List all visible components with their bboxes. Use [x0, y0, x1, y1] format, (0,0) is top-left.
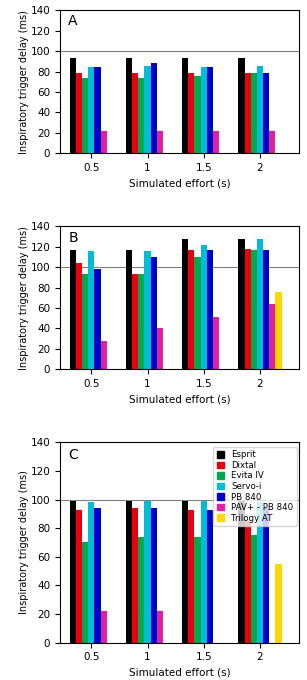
Bar — [257, 67, 263, 153]
Bar — [88, 503, 95, 643]
Bar — [76, 509, 82, 643]
Bar — [207, 250, 213, 369]
Bar — [188, 73, 195, 153]
Bar — [207, 509, 213, 643]
Bar — [195, 537, 201, 643]
Bar — [76, 263, 82, 369]
Bar — [201, 501, 207, 643]
Bar — [257, 503, 263, 643]
Bar — [132, 73, 138, 153]
Bar — [188, 509, 195, 643]
Bar — [138, 274, 145, 369]
Text: B: B — [68, 231, 78, 245]
Bar — [126, 250, 132, 369]
Bar — [88, 251, 95, 369]
Text: A: A — [68, 14, 78, 29]
Bar — [238, 501, 244, 643]
Bar — [269, 304, 275, 369]
Bar — [188, 250, 195, 369]
Bar — [145, 501, 151, 643]
Bar — [82, 543, 88, 643]
Bar — [275, 292, 282, 369]
Bar — [238, 239, 244, 369]
Bar — [70, 501, 76, 643]
Text: C: C — [68, 448, 78, 462]
Bar — [251, 535, 257, 643]
Bar — [182, 239, 188, 369]
Bar — [151, 63, 157, 153]
Bar — [101, 131, 107, 153]
Bar — [269, 131, 275, 153]
X-axis label: Simulated effort (s): Simulated effort (s) — [129, 394, 231, 405]
Bar — [195, 257, 201, 369]
Bar — [244, 521, 251, 643]
Bar — [145, 251, 151, 369]
Bar — [251, 250, 257, 369]
Bar — [238, 58, 244, 153]
Bar — [138, 537, 145, 643]
Bar — [201, 245, 207, 369]
Bar — [132, 508, 138, 643]
Bar — [70, 58, 76, 153]
Bar — [151, 257, 157, 369]
Bar — [82, 78, 88, 153]
Bar — [244, 73, 251, 153]
Bar — [88, 67, 95, 153]
Bar — [251, 73, 257, 153]
Bar — [157, 131, 163, 153]
Bar — [70, 250, 76, 369]
Bar — [82, 274, 88, 369]
Bar — [101, 611, 107, 643]
Bar — [201, 67, 207, 153]
Bar — [95, 508, 101, 643]
Y-axis label: Inspiratory trigger delay (ms): Inspiratory trigger delay (ms) — [19, 10, 29, 154]
Bar — [263, 250, 269, 369]
Bar — [95, 67, 101, 153]
Bar — [263, 73, 269, 153]
X-axis label: Simulated effort (s): Simulated effort (s) — [129, 179, 231, 188]
Bar — [157, 611, 163, 643]
Bar — [145, 67, 151, 153]
Y-axis label: Inspiratory trigger delay (ms): Inspiratory trigger delay (ms) — [19, 471, 29, 615]
X-axis label: Simulated effort (s): Simulated effort (s) — [129, 668, 231, 678]
Y-axis label: Inspiratory trigger delay (ms): Inspiratory trigger delay (ms) — [19, 226, 29, 370]
Bar — [257, 239, 263, 369]
Bar — [275, 564, 282, 643]
Bar — [157, 328, 163, 369]
Bar — [213, 317, 219, 369]
Legend: Esprit, Dixtal, Evita IV, Servo-i, PB 840, PAV+ - PB 840, Trilogy AT: Esprit, Dixtal, Evita IV, Servo-i, PB 84… — [213, 447, 297, 526]
Bar — [213, 131, 219, 153]
Bar — [95, 269, 101, 369]
Bar — [126, 501, 132, 643]
Bar — [132, 274, 138, 369]
Bar — [263, 508, 269, 643]
Bar — [207, 67, 213, 153]
Bar — [151, 508, 157, 643]
Bar — [126, 58, 132, 153]
Bar — [182, 501, 188, 643]
Bar — [182, 58, 188, 153]
Bar — [244, 249, 251, 369]
Bar — [138, 78, 145, 153]
Bar — [101, 341, 107, 369]
Bar — [76, 73, 82, 153]
Bar — [195, 75, 201, 153]
